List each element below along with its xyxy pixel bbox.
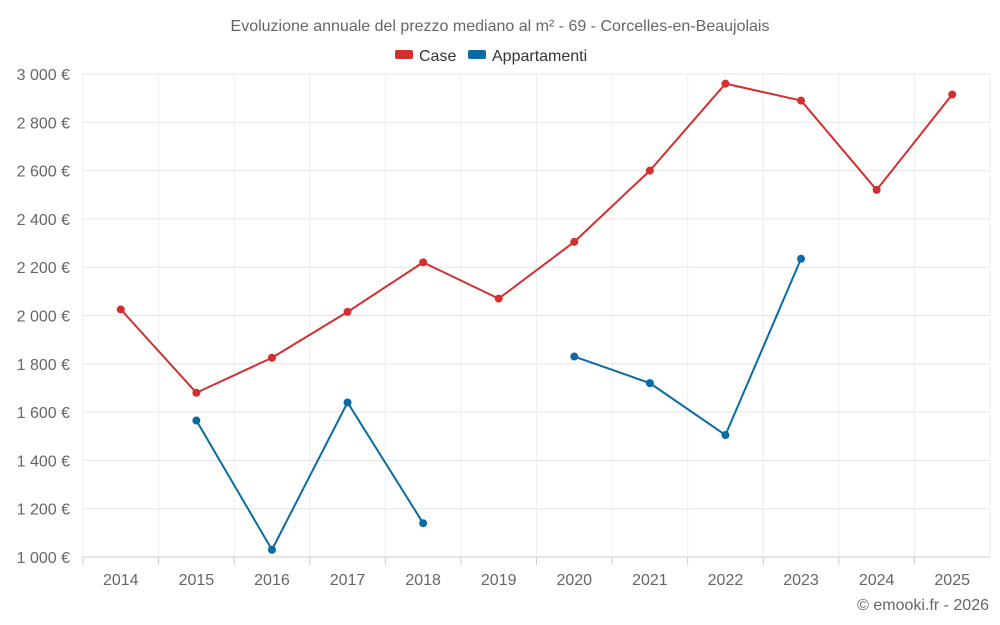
data-point-appartamenti[interactable] — [192, 416, 201, 425]
data-point-case[interactable] — [116, 305, 125, 314]
x-tick-label: 2016 — [254, 572, 290, 589]
x-tick-label: 2023 — [783, 572, 819, 589]
x-tick-label: 2019 — [481, 572, 517, 589]
data-point-appartamenti[interactable] — [570, 352, 579, 361]
data-point-case[interactable] — [797, 96, 806, 105]
y-tick-label: 3 000 € — [17, 67, 70, 84]
x-tick-label: 2024 — [859, 572, 895, 589]
x-tick-label: 2018 — [405, 572, 441, 589]
legend-swatch — [468, 50, 486, 59]
legend-item-appartamenti[interactable]: Appartamenti — [468, 48, 587, 65]
chart-title: Evoluzione annuale del prezzo mediano al… — [231, 18, 770, 35]
series-line-case — [119, 82, 954, 394]
series-group — [116, 79, 957, 554]
data-point-case[interactable] — [267, 353, 276, 362]
data-point-appartamenti[interactable] — [267, 545, 276, 554]
data-point-appartamenti[interactable] — [645, 379, 654, 388]
data-point-case[interactable] — [570, 237, 579, 246]
y-tick-label: 1 800 € — [17, 357, 70, 374]
y-tick-label: 2 800 € — [17, 115, 70, 132]
y-tick-label: 2 000 € — [17, 309, 70, 326]
x-tick-label: 2020 — [556, 572, 592, 589]
data-point-appartamenti[interactable] — [797, 254, 806, 263]
legend-swatch — [395, 50, 413, 59]
legend-label: Appartamenti — [492, 48, 587, 65]
y-tick-label: 1 200 € — [17, 502, 70, 519]
x-tick-label: 2022 — [708, 572, 744, 589]
series-line-appartamenti — [573, 257, 803, 437]
x-tick-label: 2014 — [103, 572, 139, 589]
legend-item-case[interactable]: Case — [395, 48, 456, 65]
y-tick-label: 2 200 € — [17, 260, 70, 277]
data-point-case[interactable] — [948, 90, 957, 99]
x-tick-label: 2017 — [330, 572, 366, 589]
data-point-case[interactable] — [872, 185, 881, 194]
y-tick-label: 2 600 € — [17, 164, 70, 181]
x-tick-label: 2025 — [934, 572, 970, 589]
y-axis: 1 000 € 1 200 € 1 400 € 1 600 € 1 800 € 2 000… — [17, 67, 70, 567]
legend[interactable]: Case Appartamenti — [395, 48, 587, 65]
legend-label: Case — [419, 48, 456, 65]
grid — [82, 73, 991, 558]
data-point-case[interactable] — [721, 79, 730, 88]
data-point-case[interactable] — [419, 258, 428, 267]
data-point-appartamenti[interactable] — [721, 431, 730, 440]
data-point-case[interactable] — [645, 166, 654, 175]
x-tick-label: 2015 — [179, 572, 215, 589]
y-tick-label: 1 600 € — [17, 405, 70, 422]
y-tick-label: 2 400 € — [17, 212, 70, 229]
data-point-appartamenti[interactable] — [343, 398, 352, 407]
credit-text: © emooki.fr - 2026 — [857, 597, 989, 614]
data-point-appartamenti[interactable] — [419, 519, 428, 528]
data-point-case[interactable] — [343, 307, 352, 316]
data-point-case[interactable] — [192, 388, 201, 397]
y-tick-label: 1 000 € — [17, 550, 70, 567]
y-tick-label: 1 400 € — [17, 453, 70, 470]
data-point-case[interactable] — [494, 294, 503, 303]
series-line-appartamenti — [195, 401, 425, 551]
x-axis: 2014 2015 2016 2017 2018 2019 2020 2021 2022 2023… — [82, 557, 970, 589]
x-tick-label: 2021 — [632, 572, 668, 589]
